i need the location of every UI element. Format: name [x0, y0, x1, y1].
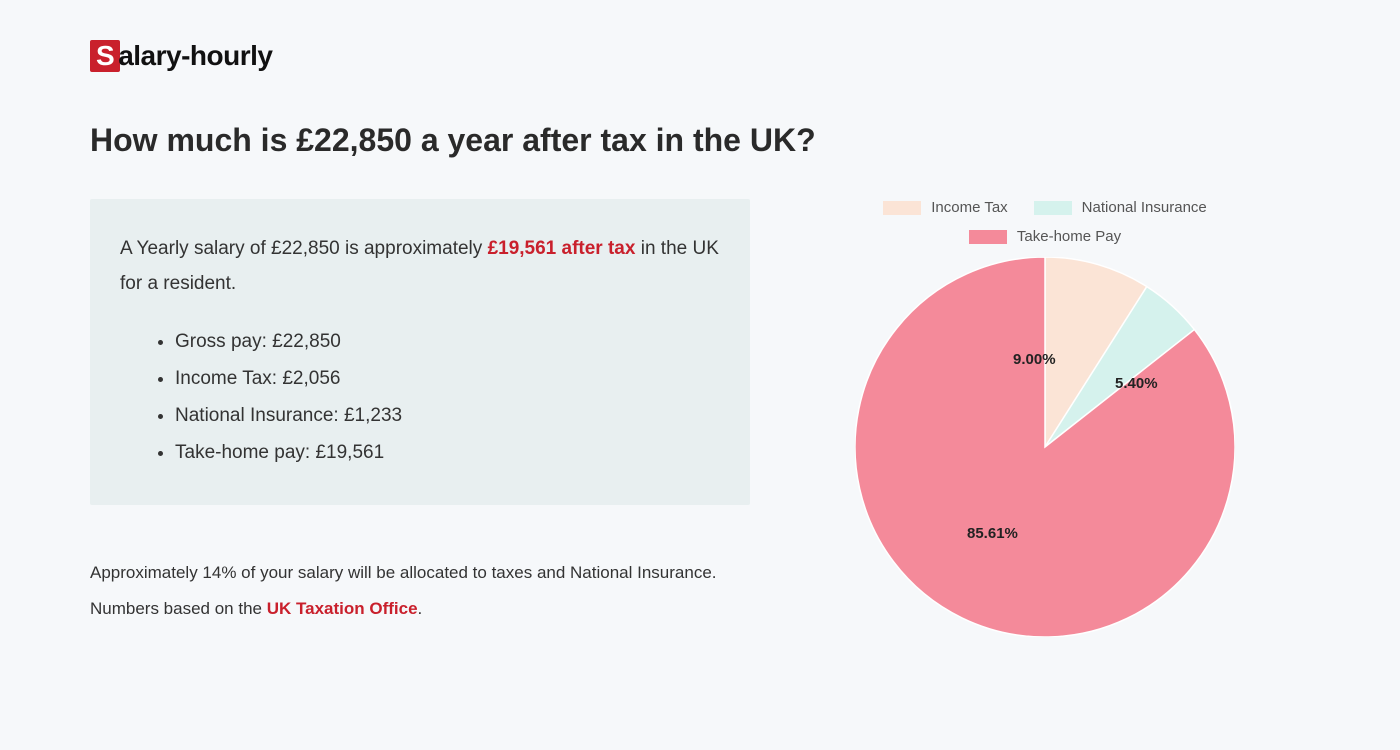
legend-label: Income Tax — [931, 199, 1007, 216]
footnote: Approximately 14% of your salary will be… — [90, 555, 750, 626]
summary-pre: A Yearly salary of £22,850 is approximat… — [120, 238, 488, 259]
site-logo: Salary-hourly — [90, 40, 1310, 72]
legend-swatch — [883, 201, 921, 215]
summary-highlight: £19,561 after tax — [488, 238, 636, 259]
legend-item: Income Tax — [883, 199, 1007, 216]
summary-sentence: A Yearly salary of £22,850 is approximat… — [120, 231, 720, 301]
taxation-office-link[interactable]: UK Taxation Office — [267, 599, 418, 618]
footnote-line1: Approximately 14% of your salary will be… — [90, 563, 717, 582]
content-row: A Yearly salary of £22,850 is approximat… — [90, 199, 1310, 637]
legend-item: Take-home Pay — [830, 228, 1260, 245]
legend-label: Take-home Pay — [1017, 228, 1121, 245]
list-item: National Insurance: £1,233 — [175, 397, 720, 434]
legend-item: National Insurance — [1034, 199, 1207, 216]
footnote-line2-post: . — [418, 599, 423, 618]
list-item: Take-home pay: £19,561 — [175, 434, 720, 471]
footnote-line2-pre: Numbers based on the — [90, 599, 267, 618]
legend-swatch — [969, 230, 1007, 244]
summary-box: A Yearly salary of £22,850 is approximat… — [90, 199, 750, 505]
list-item: Gross pay: £22,850 — [175, 323, 720, 360]
left-column: A Yearly salary of £22,850 is approximat… — [90, 199, 750, 627]
summary-list: Gross pay: £22,850 Income Tax: £2,056 Na… — [120, 323, 720, 471]
chart-column: Income Tax National Insurance Take-home … — [830, 199, 1260, 637]
pie-slice-label: 9.00% — [1013, 351, 1056, 368]
chart-legend: Income Tax National Insurance Take-home … — [830, 199, 1260, 245]
list-item: Income Tax: £2,056 — [175, 360, 720, 397]
logo-text: alary-hourly — [118, 40, 272, 71]
legend-swatch — [1034, 201, 1072, 215]
pie-svg — [855, 257, 1235, 637]
page-title: How much is £22,850 a year after tax in … — [90, 122, 1310, 159]
pie-chart: 9.00% 5.40% 85.61% — [855, 257, 1235, 637]
legend-label: National Insurance — [1082, 199, 1207, 216]
logo-s-icon: S — [90, 40, 120, 72]
pie-slice-label: 85.61% — [967, 525, 1018, 542]
pie-slice-label: 5.40% — [1115, 375, 1158, 392]
